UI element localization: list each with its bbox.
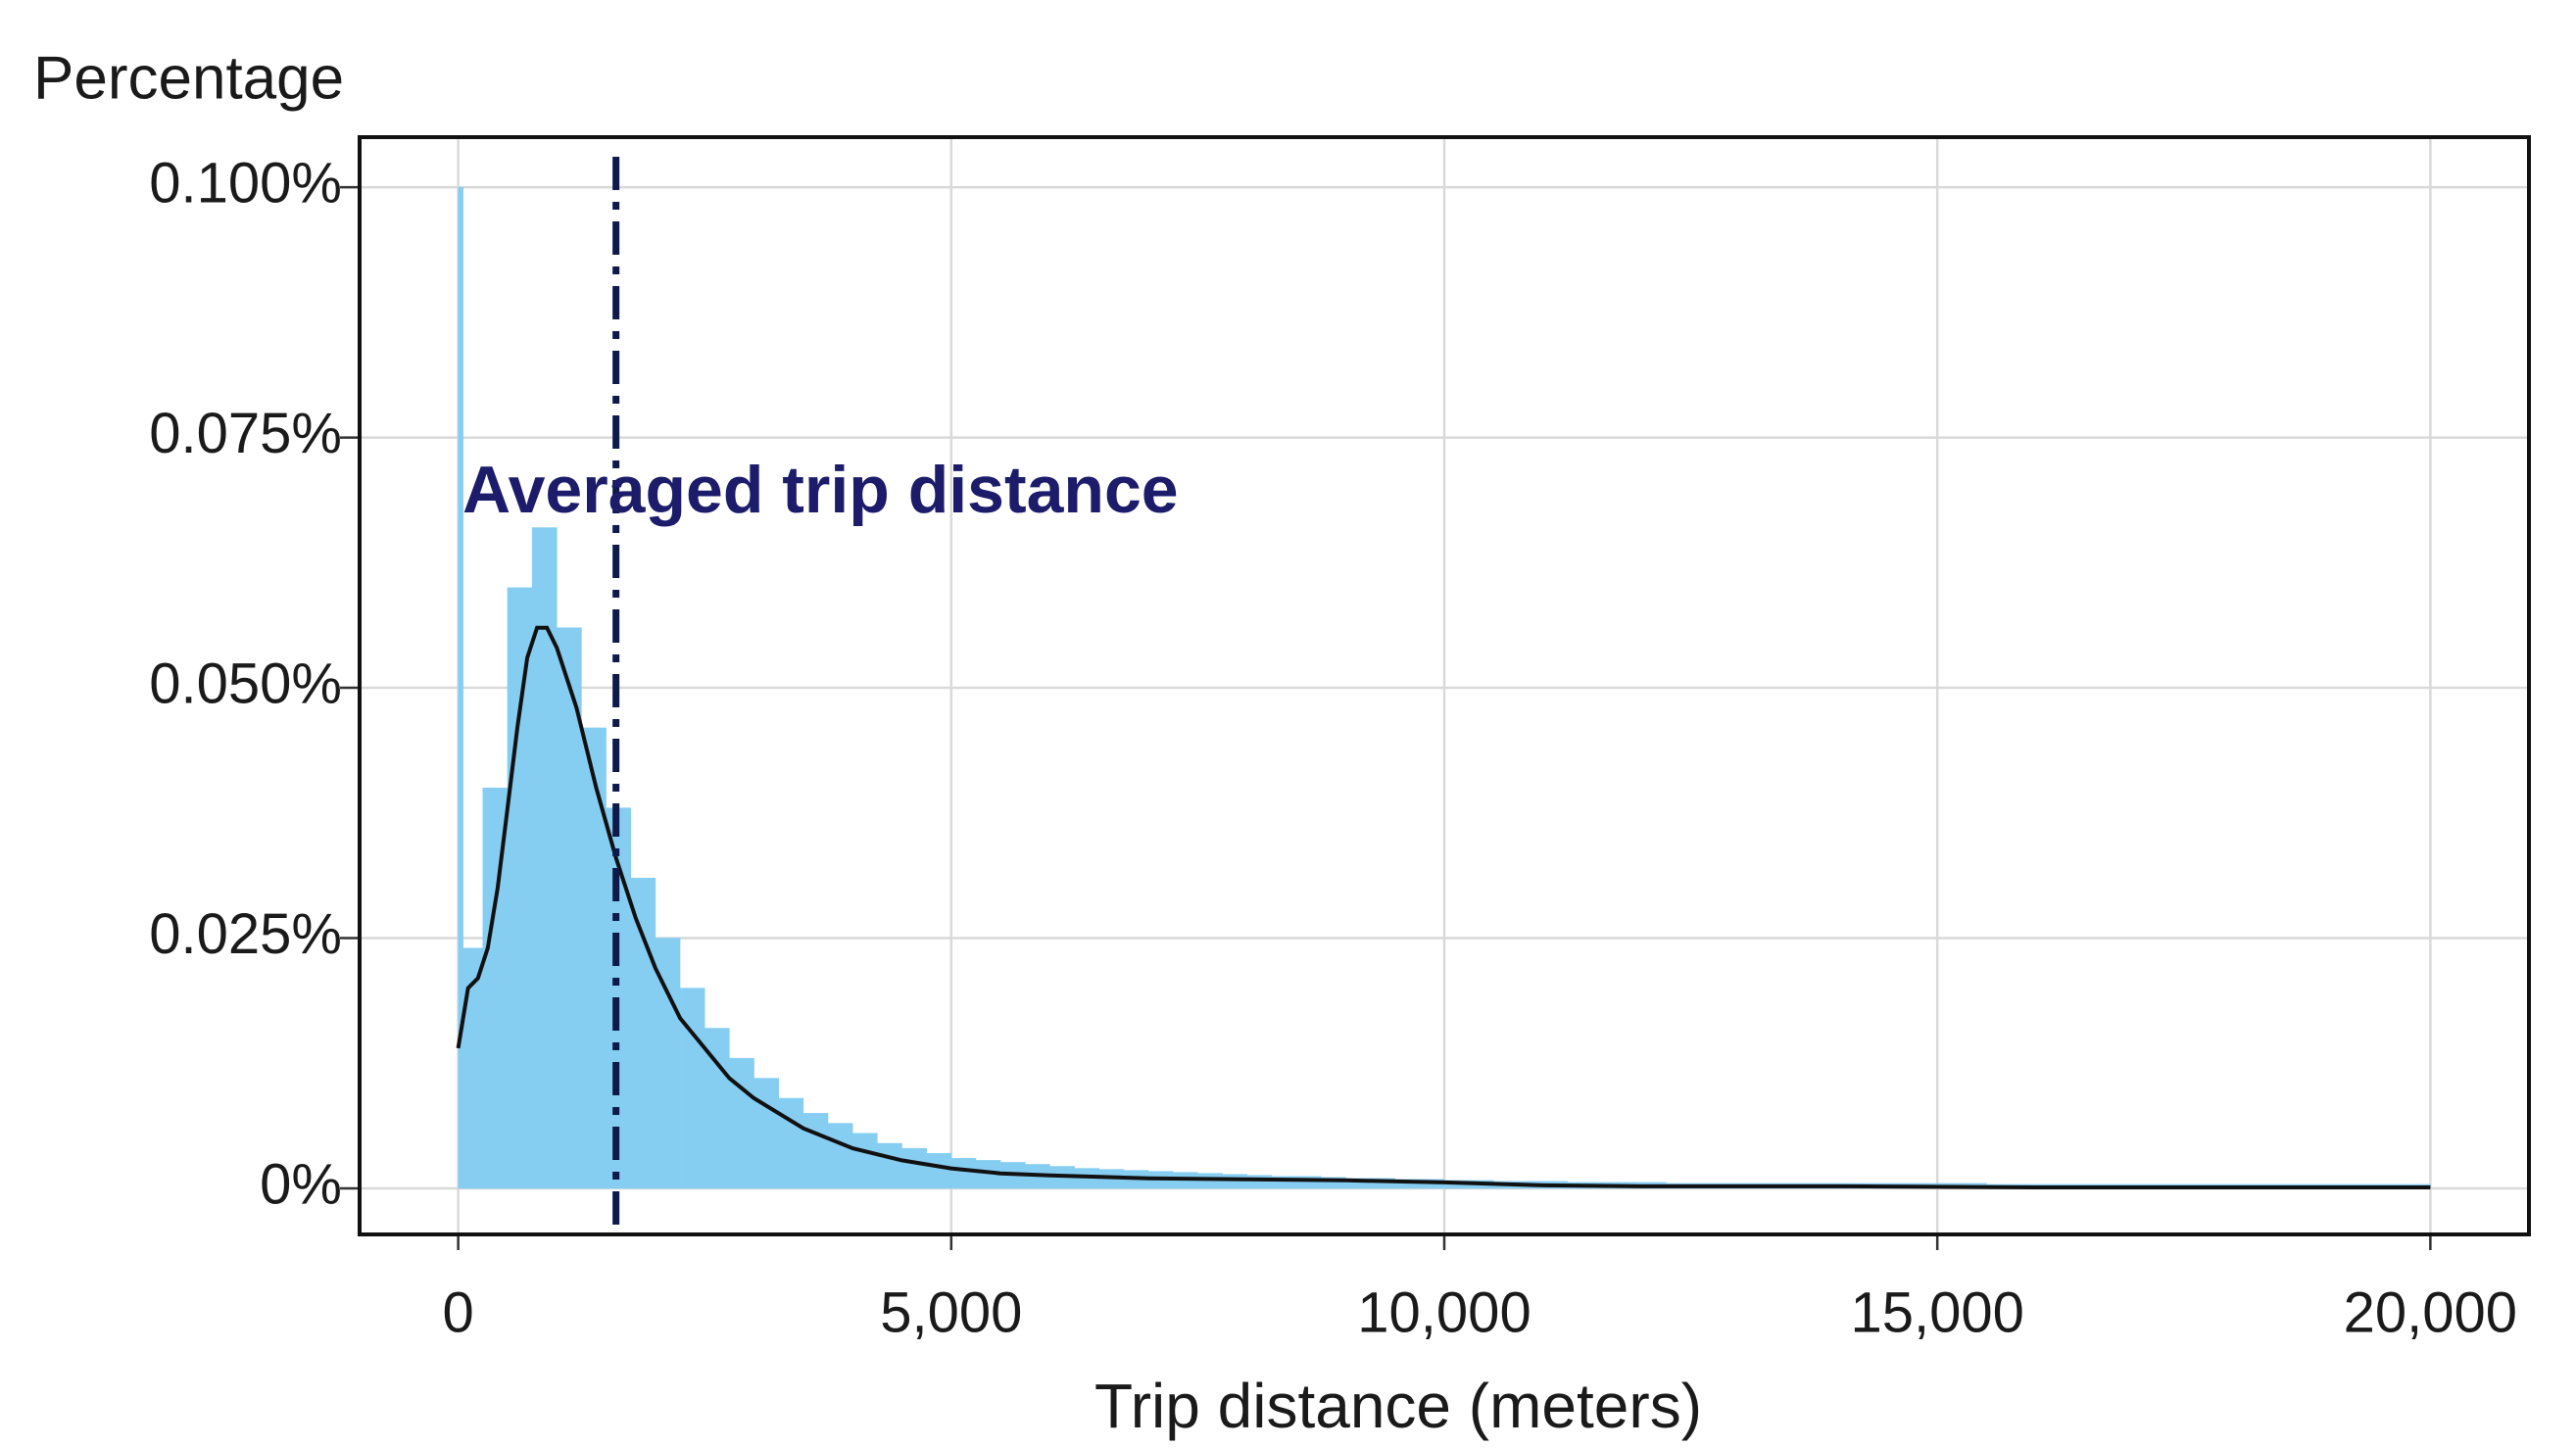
histogram-bar (458, 186, 463, 1189)
histogram-bar (753, 1078, 779, 1189)
histogram-bar (851, 1133, 878, 1189)
x-tick-label: 0 (443, 1280, 474, 1344)
y-tick-label: 0% (260, 1152, 342, 1216)
histogram-bar (950, 1158, 977, 1189)
histogram-bar (679, 988, 705, 1189)
histogram-bar (802, 1113, 829, 1189)
histogram-bar (778, 1097, 804, 1189)
annotation: Averaged trip distance (462, 453, 1179, 527)
x-tick-label: 20,000 (2344, 1280, 2517, 1344)
y-tick-label: 0.075% (149, 402, 342, 465)
density-line (456, 625, 2431, 1189)
y-tick-label: 0.050% (149, 652, 342, 715)
x-tick-label: 10,000 (1357, 1280, 1531, 1344)
y-axis-label: Percentage (33, 44, 344, 112)
histogram-bar (1246, 1175, 1273, 1189)
y-tick-label: 0.025% (149, 902, 342, 966)
x-tick-label: 15,000 (1850, 1280, 2023, 1344)
x-axis-label: Trip distance (meters) (1094, 1371, 1702, 1441)
histogram-bar (507, 587, 533, 1189)
histogram-bar (581, 727, 607, 1189)
histogram-bar (877, 1142, 902, 1189)
histogram-bar (1222, 1174, 1247, 1189)
histogram-bar (630, 877, 656, 1189)
x-tick-label: 5,000 (880, 1280, 1022, 1344)
y-tick-label: 0.100% (149, 151, 342, 215)
histogram-bar (557, 627, 582, 1189)
histogram-bar (901, 1147, 927, 1189)
histogram-bar (926, 1152, 952, 1189)
histogram-bar (827, 1123, 853, 1189)
histogram-bar (729, 1057, 754, 1189)
plot-frame (358, 135, 2531, 1236)
